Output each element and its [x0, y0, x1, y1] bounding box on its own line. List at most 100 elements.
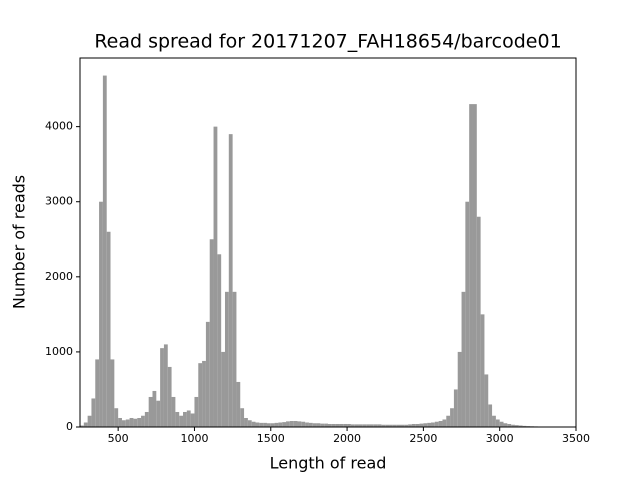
bar: [286, 421, 290, 427]
bar: [194, 396, 199, 427]
bar: [202, 360, 206, 427]
bar: [347, 423, 351, 427]
x-tick-label: 3000: [486, 432, 514, 445]
bar: [144, 411, 149, 427]
plot-frame: [79, 57, 577, 428]
x-tick-label: 1000: [180, 432, 208, 445]
bar: [514, 425, 519, 427]
bar: [152, 390, 157, 427]
bar: [110, 359, 115, 427]
bar: [369, 424, 374, 427]
bar: [141, 415, 145, 427]
bar: [366, 424, 370, 427]
y-tick-label: 4000: [45, 120, 73, 133]
bar: [358, 424, 363, 427]
bar: [224, 291, 229, 427]
bar: [83, 422, 88, 427]
bar: [446, 415, 451, 427]
x-tick-label: 3500: [562, 432, 590, 445]
bar: [301, 421, 306, 427]
x-tick-label: 1500: [257, 432, 285, 445]
bar: [373, 424, 378, 427]
bar: [236, 381, 241, 427]
bar: [308, 422, 313, 427]
bar: [198, 363, 203, 427]
bar: [423, 423, 428, 427]
bar: [282, 422, 287, 427]
bar: [87, 415, 92, 427]
bar: [209, 239, 214, 427]
bar: [392, 424, 397, 427]
bar: [247, 420, 252, 427]
bar: [381, 424, 386, 427]
bar: [232, 291, 237, 427]
bar: [80, 425, 84, 427]
bar: [125, 419, 130, 427]
bar: [385, 424, 390, 427]
bar: [137, 417, 142, 427]
bar: [507, 423, 512, 427]
x-axis-label: Length of read: [270, 454, 387, 473]
bar: [205, 321, 210, 427]
bar: [343, 423, 348, 427]
bar: [469, 104, 473, 427]
bar: [377, 424, 382, 427]
y-tick-label: 3000: [45, 195, 73, 208]
y-tick-label: 1000: [45, 345, 73, 358]
bar: [160, 348, 164, 427]
bar: [175, 411, 180, 427]
bar: [503, 423, 508, 427]
bar: [488, 404, 493, 427]
bar: [297, 421, 302, 427]
bar: [472, 104, 477, 427]
bar: [499, 421, 504, 427]
bar: [461, 291, 466, 427]
y-axis-label: Number of reads: [10, 175, 29, 309]
bar: [339, 423, 344, 427]
bar: [442, 419, 447, 427]
bar: [522, 425, 527, 427]
bar: [492, 415, 496, 427]
bar: [228, 134, 233, 427]
bar: [389, 424, 393, 427]
bar: [129, 417, 134, 427]
bar: [431, 422, 435, 427]
y-tick-label: 0: [66, 420, 73, 433]
bar: [457, 351, 462, 427]
bar: [167, 366, 172, 427]
bar: [156, 400, 161, 427]
bar: [221, 351, 225, 427]
bar: [190, 413, 195, 427]
bar: [450, 408, 454, 427]
bar: [274, 422, 279, 427]
bar: [278, 422, 283, 427]
bar: [438, 420, 443, 427]
x-tick-label: 500: [108, 432, 129, 445]
bar: [320, 423, 325, 427]
bar: [415, 423, 420, 427]
bar: [293, 420, 298, 427]
bar: [99, 201, 103, 427]
bar: [350, 424, 355, 427]
bar: [453, 389, 458, 427]
bar: [400, 424, 405, 427]
bar: [511, 424, 515, 427]
bar: [163, 344, 168, 427]
bar: [266, 423, 271, 427]
bar: [121, 420, 126, 427]
bar: [255, 422, 260, 427]
bar: [316, 423, 321, 427]
bar: [480, 314, 485, 427]
bar: [217, 254, 222, 427]
bar: [186, 410, 191, 427]
bar: [259, 422, 264, 427]
bar: [102, 75, 107, 428]
x-tick-label: 2500: [409, 432, 437, 445]
bar: [183, 411, 187, 427]
bar: [324, 423, 328, 427]
bar: [118, 417, 122, 427]
bar: [251, 421, 256, 427]
bar: [240, 408, 245, 427]
bar: [213, 126, 218, 427]
bar: [312, 423, 317, 427]
